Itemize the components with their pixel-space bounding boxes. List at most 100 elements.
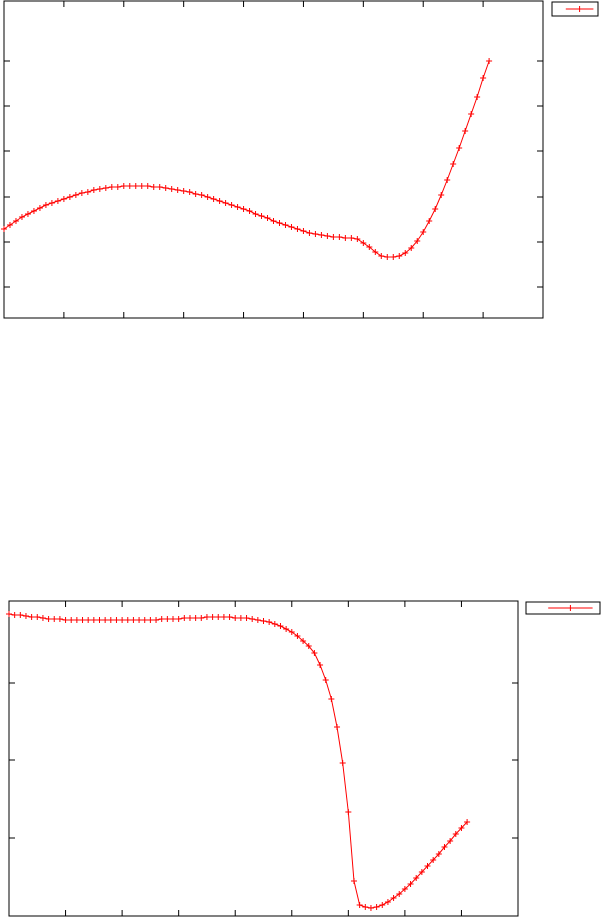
point-marker [119,617,126,623]
point-marker [413,875,420,881]
point-marker [198,615,205,621]
point-marker [264,215,271,221]
point-marker [51,616,58,622]
point-marker [42,202,49,208]
point-marker [156,184,163,190]
point-marker [294,226,301,232]
point-marker [39,615,46,621]
point-marker [85,617,92,623]
point-marker [84,189,91,195]
point-marker [396,891,403,897]
point-marker [22,613,29,619]
point-marker [60,196,67,202]
point-marker [306,230,313,236]
plot-frame [8,600,519,917]
point-marker [222,200,229,206]
point-marker [6,611,12,617]
point-marker [447,838,454,844]
point-marker [126,183,133,189]
point-marker [175,616,182,622]
point-marker [390,254,397,260]
point-marker [407,881,414,887]
point-marker [168,186,175,192]
point-marker [468,111,475,117]
point-marker [384,899,391,905]
point-marker [54,198,61,204]
point-marker [450,161,457,167]
point-marker [474,94,481,100]
point-marker [180,188,187,194]
point-marker [430,857,437,863]
point-marker [342,235,349,241]
point-marker [318,232,325,238]
legend-marker [576,6,583,12]
point-marker [216,198,223,204]
point-marker [198,192,205,198]
point-marker [234,204,241,210]
point-marker [237,615,244,621]
point-marker [294,633,301,639]
point-marker [153,617,160,623]
point-marker [232,615,239,621]
legend-box [525,601,601,615]
point-marker [45,616,52,622]
point-marker [444,177,451,183]
point-marker [6,222,13,228]
point-marker [260,618,267,624]
point-marker [73,617,80,623]
point-marker [356,902,363,908]
point-marker [254,617,261,623]
point-marker [432,206,439,212]
point-marker [66,194,73,200]
point-marker [354,236,361,242]
point-marker [164,616,171,622]
point-marker [458,825,465,831]
point-marker [452,831,459,837]
point-marker [424,863,431,869]
point-marker [322,677,329,683]
point-marker [192,615,199,621]
point-marker [68,617,75,623]
point-marker [414,238,421,244]
point-marker [158,616,165,622]
point-marker [11,612,18,618]
legend-box [551,1,599,17]
point-marker [300,638,307,644]
point-marker [114,184,121,190]
point-marker [480,75,487,81]
point-marker [390,895,397,901]
point-marker [90,187,97,193]
point-marker [288,224,295,230]
point-marker [464,819,471,825]
point-marker [210,196,217,202]
point-marker [215,614,222,620]
point-marker [336,234,343,240]
point-marker [181,615,188,621]
point-marker [130,617,137,623]
point-marker [300,228,307,234]
point-marker [96,617,103,623]
point-marker [426,218,433,224]
point-marker [348,235,355,241]
point-marker [220,614,227,620]
point-marker [334,724,341,730]
point-marker [408,245,415,251]
point-marker [402,250,409,256]
point-marker [246,208,253,214]
point-marker [418,869,425,875]
point-marker [362,904,369,910]
point-marker [1,226,7,232]
point-marker [186,189,193,195]
point-marker [56,616,63,622]
point-marker [102,185,109,191]
point-marker [30,208,37,214]
point-marker [102,617,109,623]
point-marker [277,623,284,629]
point-marker [378,253,385,259]
point-marker [132,183,139,189]
point-marker [28,614,35,620]
point-marker [147,617,154,623]
plot-frame [3,0,544,319]
point-marker [120,183,127,189]
point-marker [328,696,335,702]
